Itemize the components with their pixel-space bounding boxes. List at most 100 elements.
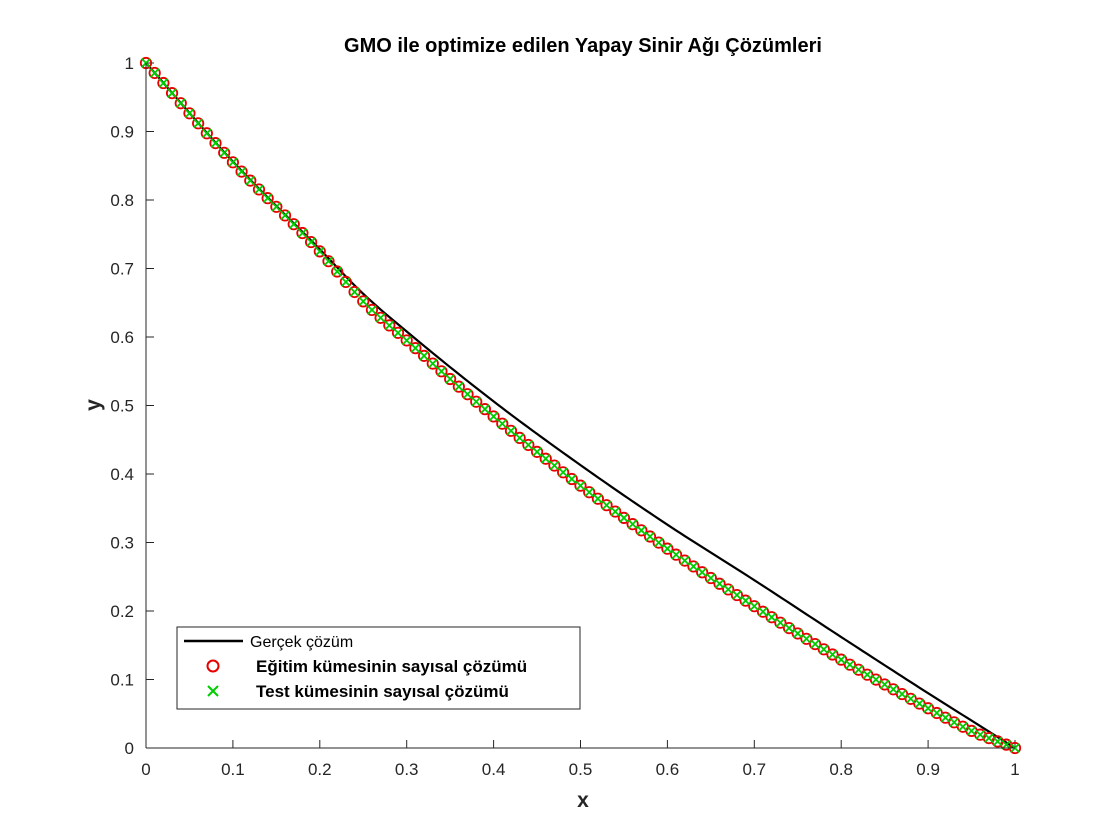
training-point [252, 183, 266, 196]
test-point [201, 128, 212, 139]
training-point [774, 616, 787, 629]
y-tick-label: 0.2 [110, 602, 134, 621]
training-point [730, 588, 744, 602]
training-point [444, 372, 457, 386]
x-tick-label: 0.5 [569, 760, 593, 779]
test-point [367, 305, 377, 315]
training-point [600, 499, 613, 512]
test-point [940, 712, 951, 723]
test-point [497, 418, 508, 429]
test-point [862, 669, 873, 680]
training-point [322, 255, 335, 268]
x-tick-label: 0.3 [395, 760, 419, 779]
training-point [452, 380, 465, 393]
x-tick-label: 0.7 [742, 760, 766, 779]
test-point [766, 612, 777, 623]
test-point [879, 679, 890, 690]
training-point [591, 492, 604, 505]
training-point [765, 611, 778, 624]
training-point [826, 648, 839, 661]
test-point [332, 266, 343, 277]
test-point [636, 525, 647, 536]
test-point [384, 320, 395, 331]
training-point [557, 466, 570, 479]
test-point [436, 366, 447, 377]
test-point [966, 726, 977, 736]
training-point [487, 410, 500, 423]
test-point [827, 649, 838, 660]
test-point [853, 664, 864, 675]
training-point [756, 605, 770, 618]
test-point [584, 487, 595, 498]
training-point [635, 524, 648, 537]
test-point [184, 108, 195, 119]
training-point [183, 107, 196, 120]
x-tick-label: 0.6 [656, 760, 680, 779]
test-point [792, 628, 803, 639]
y-tick-label: 0 [125, 739, 134, 758]
test-point [575, 480, 586, 491]
training-point [357, 295, 370, 308]
training-point [209, 137, 222, 150]
training-point [244, 174, 257, 187]
test-point [645, 531, 655, 542]
test-point [914, 698, 925, 709]
training-point [235, 165, 248, 178]
test-point [323, 256, 334, 267]
training-point [200, 127, 213, 140]
test-point [558, 467, 568, 478]
training-point [478, 403, 492, 416]
test-point [288, 219, 299, 230]
training-point [305, 235, 318, 249]
test-point [462, 389, 473, 400]
training-point [287, 218, 300, 231]
training-point [470, 395, 483, 408]
test-point [723, 584, 734, 595]
test-point [167, 88, 177, 98]
training-point [539, 452, 552, 465]
test-point [341, 277, 351, 287]
legend: Gerçek çözüm Eğitim kümesinin sayısal çö… [176, 626, 581, 710]
test-point [393, 328, 403, 338]
axes-lines [145, 63, 1015, 749]
test-point [697, 567, 707, 578]
test-point [506, 425, 516, 436]
test-point [245, 175, 256, 186]
training-point [261, 192, 274, 205]
training-point [739, 594, 752, 607]
y-axis-title: y [82, 399, 105, 411]
training-point [174, 97, 187, 110]
x-axis-title: x [577, 789, 589, 812]
test-point [662, 543, 673, 554]
test-point [514, 433, 525, 443]
training-point [400, 334, 413, 347]
test-point [627, 519, 638, 529]
y-tick-label: 0.3 [110, 534, 134, 553]
test-point [810, 639, 820, 649]
test-point [653, 537, 664, 548]
training-point [643, 530, 657, 543]
test-point [784, 623, 794, 633]
x-tick-label: 0.2 [308, 760, 332, 779]
training-point [435, 365, 448, 378]
training-point [678, 554, 691, 567]
training-point [713, 577, 726, 590]
training-point [530, 445, 544, 458]
series-layer [139, 56, 1022, 755]
training-point [565, 472, 578, 486]
training-point [461, 388, 474, 401]
test-point [349, 287, 360, 297]
test-point [671, 549, 681, 560]
training-point [626, 518, 639, 531]
training-point [661, 542, 674, 555]
test-point [297, 228, 308, 238]
training-point [270, 200, 283, 213]
y-tick-label: 0.7 [110, 260, 134, 279]
test-point [410, 343, 421, 353]
test-point [775, 617, 786, 628]
test-point [454, 381, 464, 392]
legend-label-training: Eğitim kümesinin sayısal çözümü [256, 657, 527, 676]
training-point [800, 632, 813, 645]
test-point [228, 157, 238, 168]
